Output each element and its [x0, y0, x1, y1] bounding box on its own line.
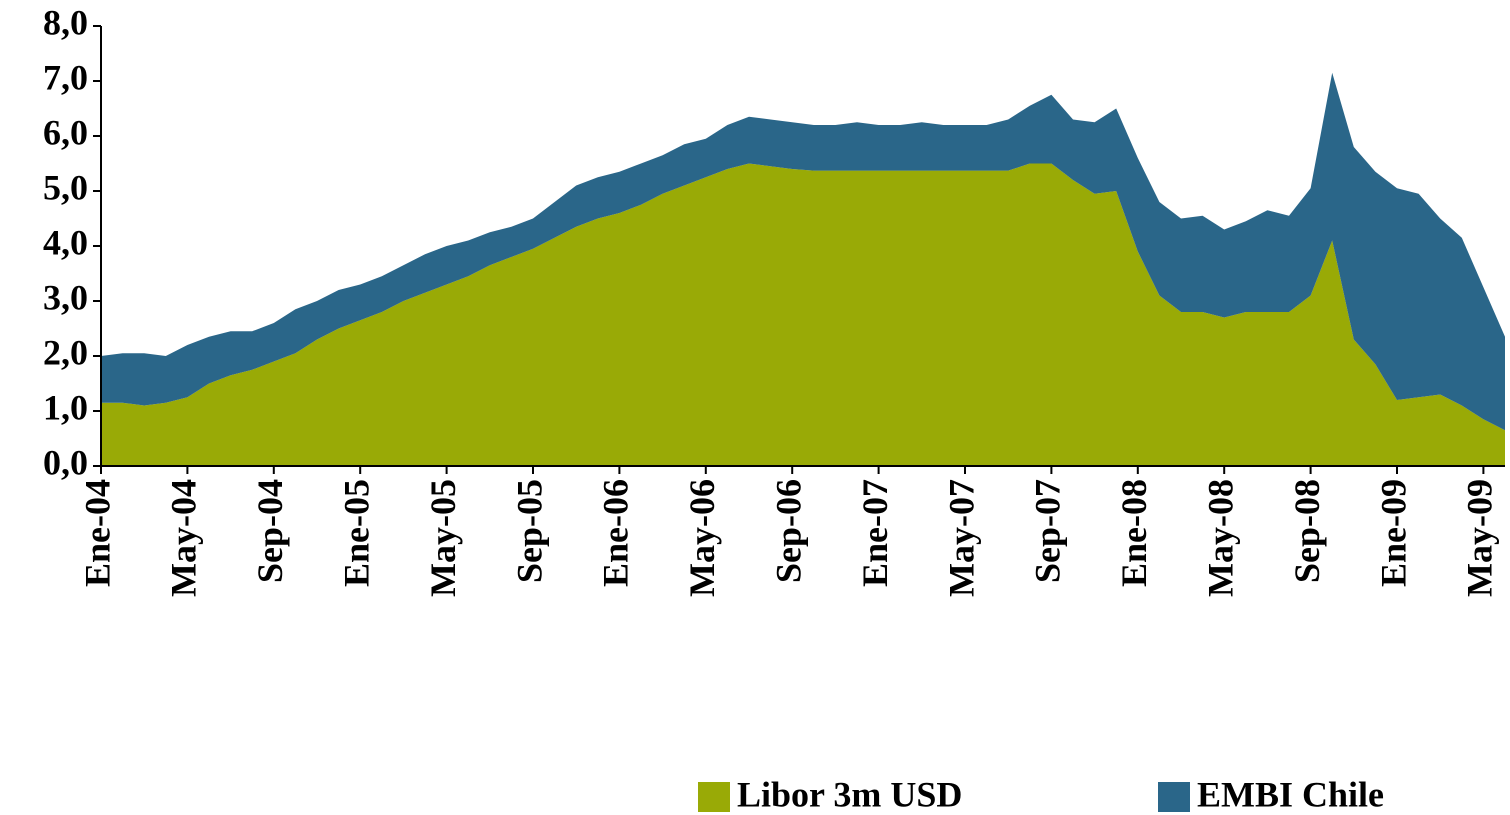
x-tick-label: Sep-08	[1287, 479, 1327, 583]
area	[101, 72, 1505, 431]
y-tick-label: 2,0	[43, 332, 88, 372]
legend-swatch	[698, 782, 730, 812]
x-tick-label: Sep-05	[509, 479, 549, 583]
x-tick-label: Sep-06	[768, 479, 808, 583]
x-tick-label: Ene-04	[77, 479, 117, 587]
x-tick-label: May-07	[941, 479, 981, 597]
y-tick-label: 8,0	[43, 2, 88, 42]
y-tick-label: 0,0	[43, 442, 88, 482]
x-tick-label: Sep-07	[1028, 479, 1068, 583]
area	[101, 163, 1505, 466]
y-tick-label: 1,0	[43, 387, 88, 427]
y-tick-label: 7,0	[43, 57, 88, 97]
legend-label: EMBI Chile	[1197, 774, 1384, 814]
y-tick-label: 4,0	[43, 222, 88, 262]
x-tick-label: Ene-05	[336, 479, 376, 587]
x-tick-label: Ene-08	[1114, 479, 1154, 587]
x-tick-label: May-09	[1460, 479, 1500, 597]
x-tick-label: Ene-07	[855, 479, 895, 587]
y-tick-label: 3,0	[43, 277, 88, 317]
x-tick-label: May-08	[1200, 479, 1240, 597]
legend-swatch	[1158, 782, 1190, 812]
x-tick-label: Ene-06	[596, 479, 636, 587]
x-tick-label: May-06	[682, 479, 722, 597]
x-tick-label: Ene-09	[1373, 479, 1413, 587]
x-tick-label: Sep-04	[250, 479, 290, 583]
x-tick-label: May-04	[164, 479, 204, 597]
legend-label: Libor 3m USD	[737, 774, 962, 814]
y-tick-label: 6,0	[43, 112, 88, 152]
x-tick-label: May-05	[423, 479, 463, 597]
y-tick-label: 5,0	[43, 167, 88, 207]
